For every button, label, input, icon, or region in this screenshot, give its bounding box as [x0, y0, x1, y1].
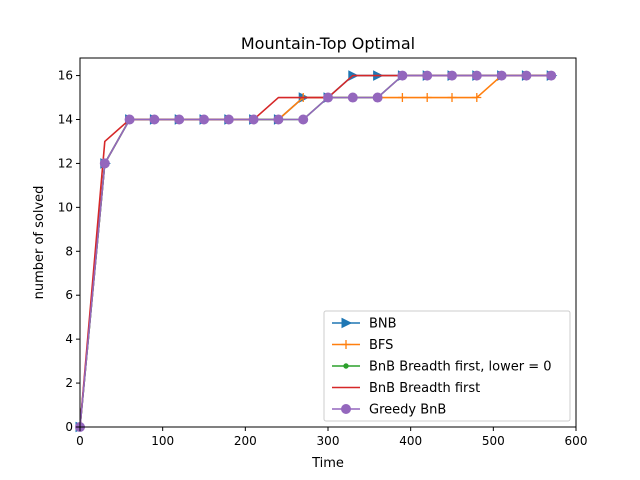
- y-tick-label-0: 0: [65, 420, 73, 434]
- data-point-greedy-bnb-5: [199, 114, 209, 125]
- legend-entry-greedy-bnb: Greedy BnB: [332, 403, 446, 418]
- legend-entry-bfs: BFS: [332, 338, 393, 353]
- plot-frame: [79, 57, 577, 428]
- series-greedy-bnb: [75, 70, 557, 432]
- data-point-greedy-bnb-14: [422, 70, 433, 81]
- data-point-greedy-bnb-17: [496, 70, 507, 81]
- legend-box: [323, 310, 571, 422]
- legend-label-bnb-breadth-first: BnB Breadth first: [369, 381, 480, 396]
- ticks-layer: 0 100 200 300 400 500 600 0 2 4 6 8 10 12 14 16: [58, 69, 588, 448]
- data-point-greedy-bnb-10: [323, 92, 333, 103]
- data-point-greedy-bnb-7: [248, 114, 259, 125]
- data-point-greedy-bnb-18: [521, 70, 532, 81]
- legend-label-greedy-bnb: Greedy BnB: [369, 403, 446, 418]
- chart-title: Mountain-Top Optimal: [241, 34, 415, 53]
- legend-marker-bfs: [341, 340, 351, 349]
- legend-marker-bnb-breadth-first-lower-0: [343, 363, 349, 369]
- legend: BNB BFS BnB Breadth first, lower = 0 BnB Br…: [323, 310, 571, 422]
- x-tick-label-300: 300: [317, 434, 340, 448]
- legend-label-bfs: BFS: [369, 338, 393, 353]
- legend-label-bnb: BNB: [369, 317, 397, 332]
- data-point-greedy-bnb-13: [397, 70, 408, 81]
- x-tick-label-600: 600: [565, 434, 588, 448]
- legend-marker-greedy-bnb: [341, 404, 351, 414]
- data-point-greedy-bnb-15: [447, 70, 457, 81]
- legend-entry-bnb: BNB: [332, 317, 397, 332]
- data-point-greedy-bnb-16: [471, 70, 482, 81]
- y-axis-label: number of solved: [32, 186, 47, 300]
- legend-entry-bnb-breadth-first-lower-0: BnB Breadth first, lower = 0: [332, 360, 552, 375]
- data-point-greedy-bnb-9: [298, 114, 309, 125]
- y-tick-label-8: 8: [65, 244, 73, 258]
- y-tick-label-2: 2: [65, 376, 73, 390]
- x-axis-label: Time: [311, 456, 344, 471]
- data-point-greedy-bnb-8: [273, 114, 284, 125]
- data-point-greedy-bnb-11: [347, 92, 358, 103]
- data-point-greedy-bnb-12: [372, 92, 383, 103]
- y-tick-label-10: 10: [58, 200, 73, 214]
- series-layer: [75, 70, 558, 433]
- data-point-bfs-15: [447, 93, 457, 103]
- x-tick-label-0: 0: [76, 434, 84, 448]
- legend-label-bnb-breadth-first-lower-0: BnB Breadth first, lower = 0: [369, 360, 552, 375]
- data-point-greedy-bnb-1: [99, 158, 110, 169]
- data-point-greedy-bnb-19: [546, 70, 557, 81]
- legend-entry-bnb-breadth-first: BnB Breadth first: [332, 381, 480, 396]
- data-point-bfs-14: [422, 93, 432, 103]
- data-point-bfs-16: [472, 93, 482, 103]
- data-point-bfs-13: [397, 93, 407, 103]
- x-tick-label-200: 200: [234, 434, 257, 448]
- data-point-greedy-bnb-2: [124, 114, 135, 125]
- y-tick-label-6: 6: [65, 288, 73, 302]
- x-tick-label-500: 500: [482, 434, 505, 448]
- y-tick-label-16: 16: [58, 69, 73, 83]
- x-tick-label-400: 400: [399, 434, 422, 448]
- x-tick-label-100: 100: [151, 434, 174, 448]
- y-tick-label-12: 12: [58, 156, 73, 170]
- y-tick-label-4: 4: [65, 332, 73, 346]
- legend-marker-bnb: [341, 317, 353, 329]
- y-tick-label-14: 14: [58, 113, 73, 127]
- data-point-greedy-bnb-3: [149, 114, 160, 125]
- data-point-greedy-bnb-6: [223, 114, 234, 125]
- data-point-greedy-bnb-4: [174, 114, 185, 125]
